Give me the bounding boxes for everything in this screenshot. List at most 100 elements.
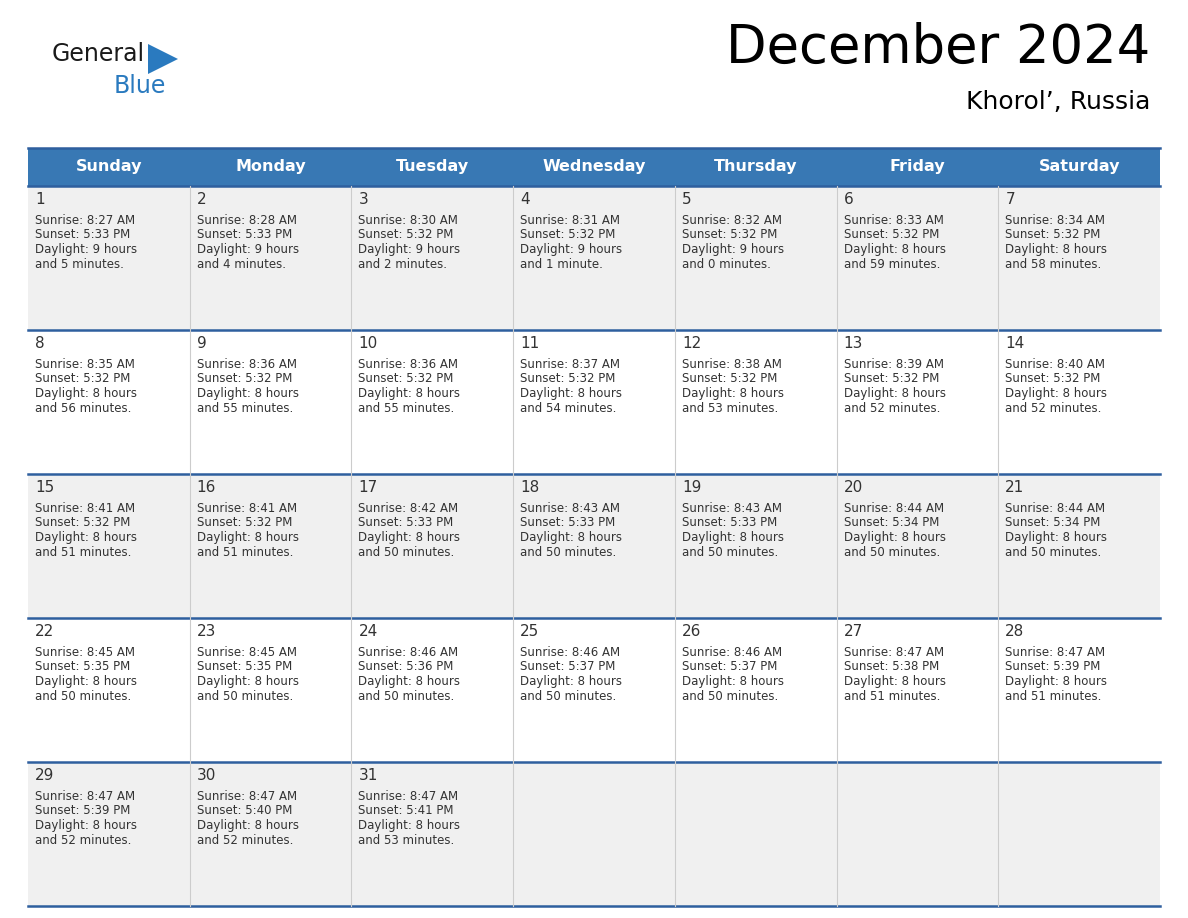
Text: 21: 21 bbox=[1005, 480, 1024, 495]
Text: Daylight: 8 hours: Daylight: 8 hours bbox=[197, 675, 298, 688]
Text: Sunrise: 8:41 AM: Sunrise: 8:41 AM bbox=[197, 502, 297, 515]
Text: and 5 minutes.: and 5 minutes. bbox=[34, 258, 124, 271]
Text: Sunset: 5:33 PM: Sunset: 5:33 PM bbox=[359, 517, 454, 530]
Text: 25: 25 bbox=[520, 624, 539, 639]
Text: Daylight: 8 hours: Daylight: 8 hours bbox=[197, 819, 298, 832]
Text: Sunset: 5:37 PM: Sunset: 5:37 PM bbox=[682, 660, 777, 674]
Polygon shape bbox=[148, 44, 178, 74]
Text: and 52 minutes.: and 52 minutes. bbox=[34, 834, 132, 846]
Text: Daylight: 8 hours: Daylight: 8 hours bbox=[1005, 387, 1107, 400]
Text: Sunrise: 8:27 AM: Sunrise: 8:27 AM bbox=[34, 214, 135, 227]
Text: Sunset: 5:41 PM: Sunset: 5:41 PM bbox=[359, 804, 454, 818]
Text: Saturday: Saturday bbox=[1038, 160, 1120, 174]
Text: 9: 9 bbox=[197, 336, 207, 351]
Text: and 54 minutes.: and 54 minutes. bbox=[520, 401, 617, 415]
Text: 3: 3 bbox=[359, 192, 368, 207]
Bar bbox=[29, 186, 1159, 330]
Text: Sunrise: 8:28 AM: Sunrise: 8:28 AM bbox=[197, 214, 297, 227]
Text: Daylight: 8 hours: Daylight: 8 hours bbox=[520, 531, 623, 544]
Text: 29: 29 bbox=[34, 768, 55, 783]
Text: Daylight: 9 hours: Daylight: 9 hours bbox=[682, 243, 784, 256]
Bar bbox=[29, 762, 1159, 906]
Text: Sunset: 5:34 PM: Sunset: 5:34 PM bbox=[1005, 517, 1100, 530]
Text: Daylight: 8 hours: Daylight: 8 hours bbox=[682, 387, 784, 400]
Text: and 55 minutes.: and 55 minutes. bbox=[359, 401, 455, 415]
Text: Sunrise: 8:33 AM: Sunrise: 8:33 AM bbox=[843, 214, 943, 227]
Text: Khorol’, Russia: Khorol’, Russia bbox=[966, 90, 1150, 114]
Text: 16: 16 bbox=[197, 480, 216, 495]
Text: Sunset: 5:35 PM: Sunset: 5:35 PM bbox=[34, 660, 131, 674]
Text: and 50 minutes.: and 50 minutes. bbox=[359, 545, 455, 558]
Text: 23: 23 bbox=[197, 624, 216, 639]
Text: and 58 minutes.: and 58 minutes. bbox=[1005, 258, 1101, 271]
Text: and 50 minutes.: and 50 minutes. bbox=[682, 689, 778, 702]
Text: and 51 minutes.: and 51 minutes. bbox=[34, 545, 132, 558]
Text: Sunrise: 8:36 AM: Sunrise: 8:36 AM bbox=[359, 358, 459, 371]
Text: and 50 minutes.: and 50 minutes. bbox=[520, 545, 617, 558]
Text: Sunrise: 8:46 AM: Sunrise: 8:46 AM bbox=[359, 646, 459, 659]
Text: Sunset: 5:32 PM: Sunset: 5:32 PM bbox=[1005, 373, 1100, 386]
Text: Sunrise: 8:34 AM: Sunrise: 8:34 AM bbox=[1005, 214, 1105, 227]
Text: Daylight: 8 hours: Daylight: 8 hours bbox=[34, 387, 137, 400]
Text: Sunset: 5:32 PM: Sunset: 5:32 PM bbox=[359, 373, 454, 386]
Text: 14: 14 bbox=[1005, 336, 1024, 351]
Text: and 50 minutes.: and 50 minutes. bbox=[682, 545, 778, 558]
Bar bbox=[29, 618, 1159, 762]
Text: and 50 minutes.: and 50 minutes. bbox=[1005, 545, 1101, 558]
Text: Daylight: 8 hours: Daylight: 8 hours bbox=[359, 531, 461, 544]
Text: Sunrise: 8:47 AM: Sunrise: 8:47 AM bbox=[34, 790, 135, 803]
Text: 10: 10 bbox=[359, 336, 378, 351]
Text: 4: 4 bbox=[520, 192, 530, 207]
Text: and 59 minutes.: and 59 minutes. bbox=[843, 258, 940, 271]
Text: Daylight: 8 hours: Daylight: 8 hours bbox=[843, 675, 946, 688]
Text: 24: 24 bbox=[359, 624, 378, 639]
Text: Daylight: 8 hours: Daylight: 8 hours bbox=[359, 819, 461, 832]
Text: and 51 minutes.: and 51 minutes. bbox=[843, 689, 940, 702]
Text: Thursday: Thursday bbox=[714, 160, 797, 174]
Text: Daylight: 8 hours: Daylight: 8 hours bbox=[34, 675, 137, 688]
Text: Sunset: 5:32 PM: Sunset: 5:32 PM bbox=[520, 373, 615, 386]
Text: Sunset: 5:32 PM: Sunset: 5:32 PM bbox=[34, 517, 131, 530]
Text: Sunset: 5:32 PM: Sunset: 5:32 PM bbox=[1005, 229, 1100, 241]
Text: and 53 minutes.: and 53 minutes. bbox=[359, 834, 455, 846]
Text: Daylight: 9 hours: Daylight: 9 hours bbox=[34, 243, 137, 256]
Text: and 50 minutes.: and 50 minutes. bbox=[34, 689, 131, 702]
Text: and 52 minutes.: and 52 minutes. bbox=[1005, 401, 1101, 415]
Text: Daylight: 8 hours: Daylight: 8 hours bbox=[34, 819, 137, 832]
Text: Sunset: 5:32 PM: Sunset: 5:32 PM bbox=[682, 229, 777, 241]
Text: Daylight: 8 hours: Daylight: 8 hours bbox=[359, 387, 461, 400]
Text: Sunset: 5:32 PM: Sunset: 5:32 PM bbox=[843, 373, 939, 386]
Text: Daylight: 8 hours: Daylight: 8 hours bbox=[843, 387, 946, 400]
Text: Sunrise: 8:45 AM: Sunrise: 8:45 AM bbox=[34, 646, 135, 659]
Text: 30: 30 bbox=[197, 768, 216, 783]
Text: Blue: Blue bbox=[114, 74, 166, 98]
Text: and 2 minutes.: and 2 minutes. bbox=[359, 258, 448, 271]
Text: 20: 20 bbox=[843, 480, 862, 495]
Text: Daylight: 8 hours: Daylight: 8 hours bbox=[843, 531, 946, 544]
Text: Sunrise: 8:47 AM: Sunrise: 8:47 AM bbox=[843, 646, 943, 659]
Text: Sunset: 5:39 PM: Sunset: 5:39 PM bbox=[34, 804, 131, 818]
Text: Sunset: 5:39 PM: Sunset: 5:39 PM bbox=[1005, 660, 1100, 674]
Text: 11: 11 bbox=[520, 336, 539, 351]
Text: 26: 26 bbox=[682, 624, 701, 639]
Text: Sunset: 5:32 PM: Sunset: 5:32 PM bbox=[359, 229, 454, 241]
Text: Sunset: 5:32 PM: Sunset: 5:32 PM bbox=[197, 373, 292, 386]
Text: 13: 13 bbox=[843, 336, 862, 351]
Text: Daylight: 9 hours: Daylight: 9 hours bbox=[359, 243, 461, 256]
Text: 2: 2 bbox=[197, 192, 207, 207]
Text: 15: 15 bbox=[34, 480, 55, 495]
Text: Daylight: 8 hours: Daylight: 8 hours bbox=[359, 675, 461, 688]
Text: Daylight: 9 hours: Daylight: 9 hours bbox=[520, 243, 623, 256]
Text: Sunset: 5:32 PM: Sunset: 5:32 PM bbox=[34, 373, 131, 386]
Text: Sunset: 5:35 PM: Sunset: 5:35 PM bbox=[197, 660, 292, 674]
Text: Sunrise: 8:37 AM: Sunrise: 8:37 AM bbox=[520, 358, 620, 371]
Text: 22: 22 bbox=[34, 624, 55, 639]
Text: Sunset: 5:33 PM: Sunset: 5:33 PM bbox=[682, 517, 777, 530]
Text: Daylight: 8 hours: Daylight: 8 hours bbox=[520, 675, 623, 688]
Text: December 2024: December 2024 bbox=[726, 22, 1150, 74]
Text: and 4 minutes.: and 4 minutes. bbox=[197, 258, 286, 271]
Text: Daylight: 8 hours: Daylight: 8 hours bbox=[1005, 243, 1107, 256]
Text: Sunrise: 8:36 AM: Sunrise: 8:36 AM bbox=[197, 358, 297, 371]
Text: Sunset: 5:32 PM: Sunset: 5:32 PM bbox=[843, 229, 939, 241]
Text: Sunset: 5:33 PM: Sunset: 5:33 PM bbox=[197, 229, 292, 241]
